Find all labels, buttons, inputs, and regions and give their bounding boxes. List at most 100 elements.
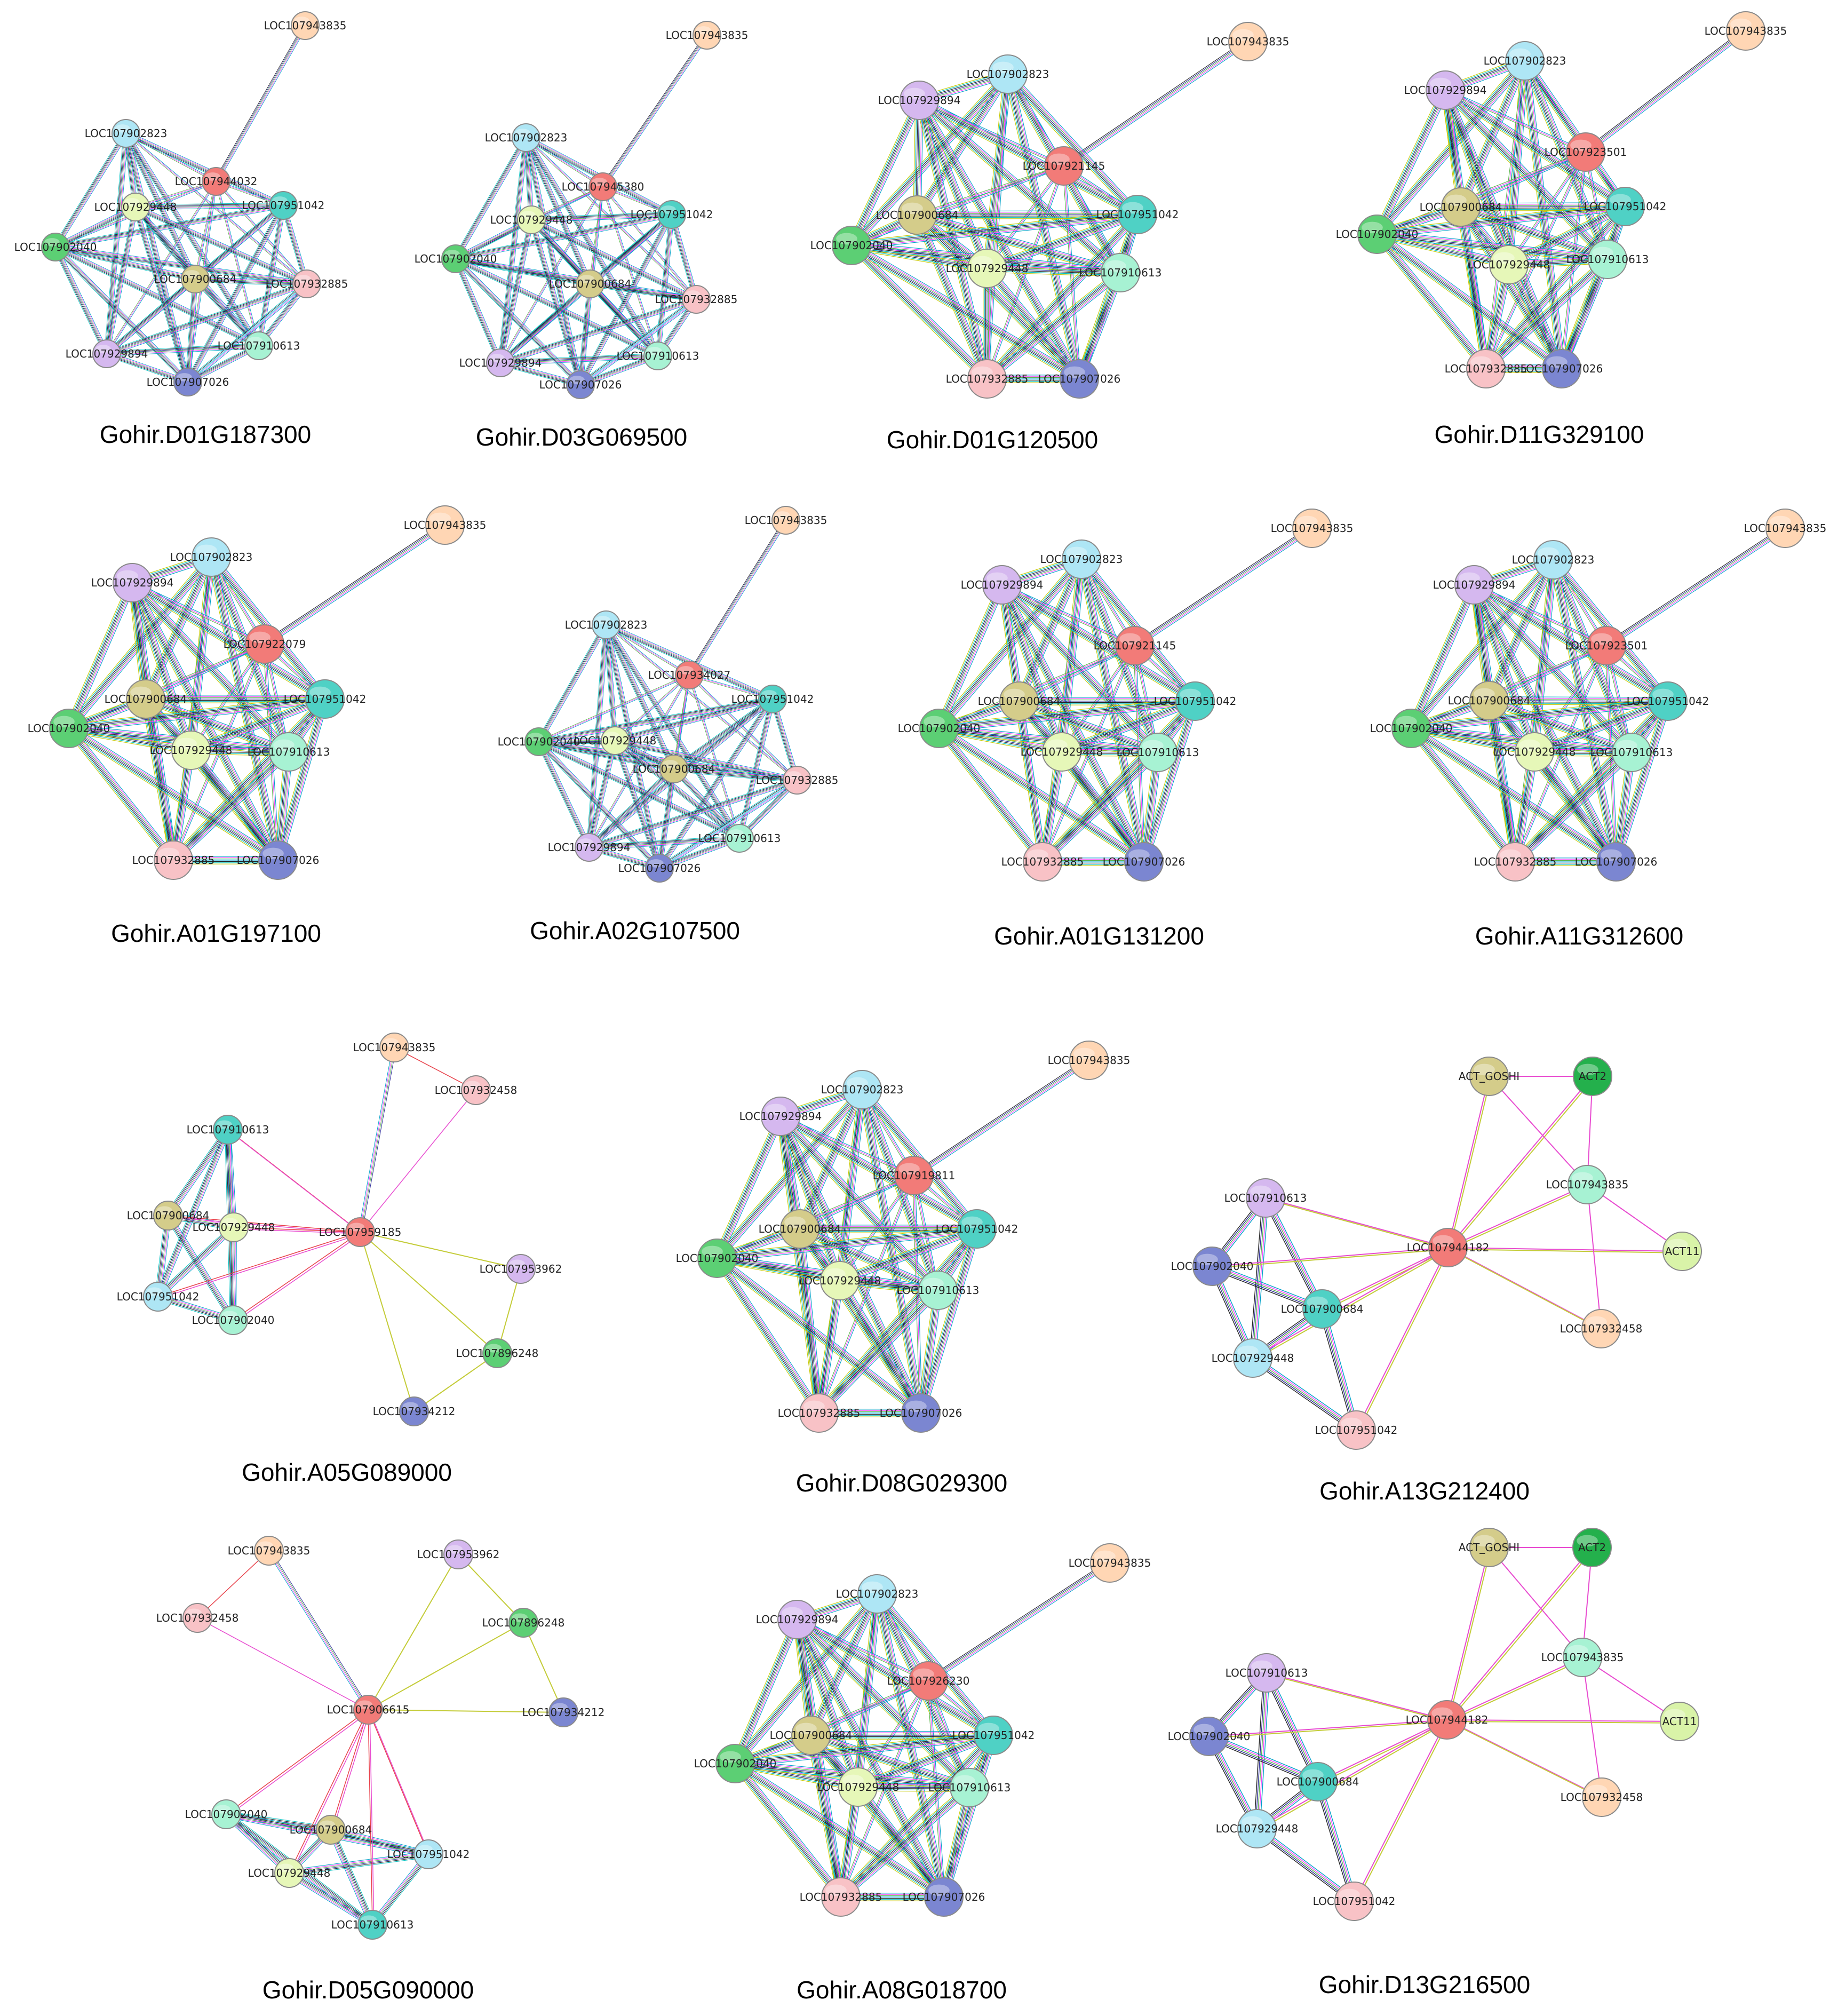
network-node[interactable]: LOC107934212 [373,1396,456,1426]
network-node[interactable]: LOC107902823 [85,119,168,148]
network-node[interactable]: LOC107943835 [228,1536,311,1566]
network-node[interactable]: LOC107944182 [1407,1228,1490,1267]
network-node[interactable]: LOC107900684 [154,265,237,293]
network-node[interactable]: LOC107902040 [1168,1717,1251,1756]
network-node[interactable]: LOC107943835 [353,1033,436,1062]
network-node[interactable]: LOC107923501 [1565,626,1648,665]
network-node[interactable]: LOC107932885 [1445,349,1527,388]
network-node[interactable]: LOC107951042 [1313,1882,1396,1921]
network-node[interactable]: LOC107902040 [28,709,110,748]
network-node[interactable]: LOC107900684 [876,195,959,235]
network-node[interactable]: LOC107929894 [739,1097,822,1136]
network-node[interactable]: LOC107951042 [1096,195,1179,234]
network-node[interactable]: LOC107932885 [800,1877,882,1917]
network-node[interactable]: LOC107953962 [417,1539,500,1569]
network-node[interactable]: LOC107951042 [1584,187,1667,226]
network-node[interactable]: LOC107900684 [770,1716,853,1755]
network-node[interactable]: LOC107923501 [1545,132,1627,172]
network-node[interactable]: LOC107900684 [549,269,632,298]
network-node[interactable]: LOC107951042 [242,191,325,220]
network-node[interactable]: LOC107907026 [539,370,622,399]
network-node[interactable]: LOC107932885 [266,269,348,298]
network-node[interactable]: LOC107932885 [1001,842,1084,882]
network-node[interactable]: LOC107929448 [248,1858,331,1888]
network-node[interactable]: LOC107907026 [1575,842,1658,882]
network-node[interactable]: LOC107902823 [1484,41,1566,81]
network-node[interactable]: LOC107896248 [482,1608,565,1638]
network-node[interactable]: LOC107951042 [731,685,814,713]
network-node[interactable]: LOC107929894 [548,833,631,862]
network-node[interactable]: LOC107929894 [1433,565,1516,605]
network-node[interactable]: LOC107902040 [1336,215,1419,254]
network-node[interactable]: LOC107906615 [327,1695,410,1725]
network-node[interactable]: LOC107907026 [1038,359,1121,399]
network-node[interactable]: LOC107943835 [1705,11,1787,51]
network-node[interactable]: LOC107943835 [1271,509,1354,548]
network-node[interactable]: LOC107900684 [759,1209,841,1249]
network-node[interactable]: LOC107929448 [946,249,1029,288]
network-node[interactable]: LOC107902040 [1171,1247,1254,1286]
network-node[interactable]: LOC107929894 [91,563,174,602]
network-node[interactable]: LOC107900684 [1281,1289,1364,1329]
network-node[interactable]: LOC107902040 [676,1239,759,1278]
network-node[interactable]: LOC107902823 [967,54,1049,94]
network-node[interactable]: ACT_GOSHI [1459,1528,1519,1567]
network-node[interactable]: LOC107929448 [817,1767,900,1807]
network-node[interactable]: LOC107929448 [1216,1809,1299,1848]
network-node[interactable]: LOC107929894 [878,81,961,120]
network-node[interactable]: LOC107919811 [873,1156,956,1195]
network-node[interactable]: LOC107929894 [459,348,542,377]
network-node[interactable]: LOC107907026 [1103,842,1185,882]
network-node[interactable]: LOC107902040 [192,1305,275,1335]
network-node[interactable]: LOC107902040 [898,709,981,748]
network-node[interactable]: LOC107932885 [946,359,1029,399]
network-node[interactable]: LOC107922079 [224,624,306,664]
network-node[interactable]: LOC107929894 [756,1600,839,1639]
network-node[interactable]: LOC107910613 [1117,733,1199,772]
network-node[interactable]: LOC107910613 [1079,253,1162,292]
network-node[interactable]: LOC107907026 [1521,349,1603,388]
network-node[interactable]: LOC107929448 [150,731,233,770]
network-node[interactable]: LOC107932885 [778,1393,861,1433]
network-node[interactable]: LOC107944182 [1406,1700,1489,1740]
network-node[interactable]: LOC107943835 [666,21,749,50]
network-node[interactable]: LOC107910613 [698,824,781,853]
network-node[interactable]: LOC107929448 [94,193,177,221]
network-node[interactable]: LOC107929448 [193,1212,275,1242]
network-node[interactable]: LOC107900684 [1448,681,1531,720]
network-node[interactable]: LOC107902040 [14,233,97,261]
network-node[interactable]: LOC107951042 [1154,681,1237,721]
network-node[interactable]: LOC107932885 [655,285,738,314]
network-node[interactable]: LOC107929448 [1493,732,1576,772]
network-node[interactable]: ACT11 [1660,1702,1699,1741]
network-node[interactable]: LOC107900684 [1277,1762,1359,1801]
network-node[interactable]: LOC107929448 [1468,245,1550,284]
network-node[interactable]: ACT_GOSHI [1459,1057,1519,1096]
network-node[interactable]: LOC107943835 [264,11,347,40]
network-node[interactable]: LOC107953962 [480,1254,562,1284]
network-node[interactable]: LOC107926230 [887,1661,970,1701]
network-node[interactable]: LOC107902040 [185,1799,268,1829]
network-node[interactable]: LOC107959185 [319,1217,402,1247]
network-node[interactable]: LOC107910613 [1226,1653,1308,1693]
network-node[interactable]: LOC107900684 [1420,187,1502,227]
network-node[interactable]: LOC107900684 [978,681,1061,721]
network-node[interactable]: LOC107943835 [404,505,487,545]
network-node[interactable]: LOC107910613 [1224,1178,1307,1218]
network-node[interactable]: LOC107943835 [1541,1638,1624,1677]
network-node[interactable]: LOC107951042 [117,1282,200,1312]
network-node[interactable]: LOC107943835 [1546,1165,1629,1204]
network-node[interactable]: LOC107900684 [633,755,715,783]
network-node[interactable]: LOC107943835 [1207,22,1290,61]
network-node[interactable]: LOC107932885 [1474,842,1557,882]
network-node[interactable]: LOC107900684 [105,679,187,719]
network-node[interactable]: LOC107929894 [961,565,1044,605]
network-node[interactable]: LOC107910613 [617,342,699,370]
network-node[interactable]: LOC107929448 [799,1261,881,1300]
network-node[interactable]: LOC107929894 [66,339,148,368]
network-node[interactable]: LOC107932458 [156,1603,239,1633]
network-node[interactable]: LOC107943835 [1048,1041,1131,1080]
network-node[interactable]: LOC107910613 [187,1115,269,1145]
network-node[interactable]: ACT2 [1572,1528,1612,1567]
network-node[interactable]: LOC107943835 [745,506,827,535]
